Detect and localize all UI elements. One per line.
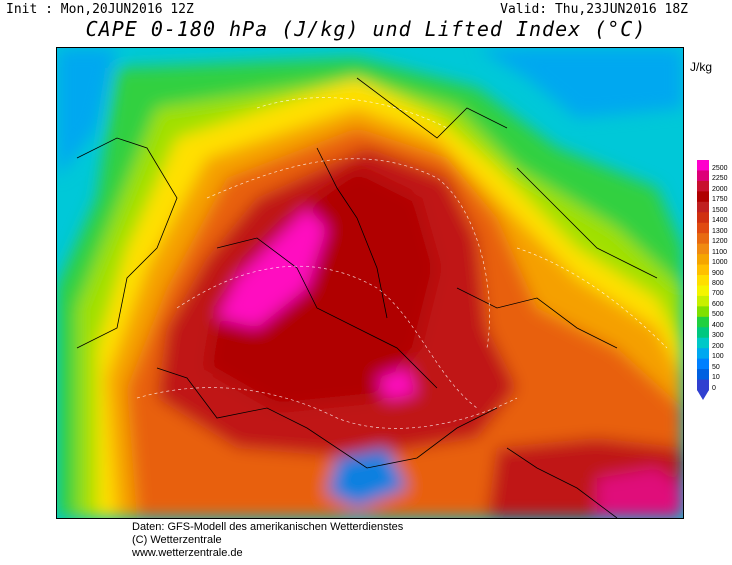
legend-swatch	[697, 222, 709, 234]
legend-label: 800	[712, 279, 724, 287]
legend-label: 1000	[712, 259, 728, 267]
legend-unit: J/kg	[690, 60, 713, 74]
website-link[interactable]: www.wetterzentrale.de	[132, 547, 243, 559]
legend-label: 1200	[712, 238, 728, 246]
legend-label: 1400	[712, 217, 728, 225]
legend-labels: 2500 2250 2000 1750 1500 1400 1300 1200 1100 1000…	[712, 164, 728, 394]
legend-label: 1300	[712, 227, 728, 235]
valid-time-label: Valid: Thu,23JUN2016 18Z	[500, 2, 688, 17]
legend-label: 1100	[712, 248, 728, 256]
legend-label: 400	[712, 321, 724, 329]
copyright-text: (C) Wetterzentrale	[132, 534, 222, 546]
legend-swatch	[697, 337, 709, 349]
legend-swatch	[697, 180, 709, 192]
legend-swatch	[697, 348, 709, 360]
legend-swatch	[697, 285, 709, 297]
legend-swatch	[697, 295, 709, 307]
legend-arrow	[697, 390, 709, 400]
legend-swatch	[697, 191, 709, 203]
legend-label: 1500	[712, 206, 728, 214]
legend-swatch	[697, 160, 709, 171]
legend-label: 700	[712, 290, 724, 298]
legend-swatch	[697, 316, 709, 328]
init-time-label: Init : Mon,20JUN2016 12Z	[6, 2, 194, 17]
legend-label: 2250	[712, 175, 728, 183]
legend-swatch	[697, 243, 709, 255]
data-source-text: Daten: GFS-Modell des amerikanischen Wet…	[132, 521, 404, 533]
legend-label: 200	[712, 342, 724, 350]
credits-block: Daten: GFS-Modell des amerikanischen Wet…	[132, 521, 403, 560]
legend-label: 10	[712, 374, 720, 382]
legend-swatch	[697, 233, 709, 245]
legend-swatch	[697, 358, 709, 370]
coastlines	[76, 77, 658, 518]
legend-swatch	[697, 212, 709, 224]
legend-label: 900	[712, 269, 724, 277]
legend-swatch	[697, 369, 709, 381]
legend-label: 100	[712, 353, 724, 361]
lifted-index-isolines	[136, 97, 668, 429]
cape-map	[56, 47, 684, 519]
map-title: CAPE 0-180 hPa (J/kg) und Lifted Index (…	[85, 17, 647, 41]
legend-swatch	[697, 201, 709, 213]
legend-label: 1750	[712, 196, 728, 204]
legend-swatch	[697, 327, 709, 339]
legend-swatch	[697, 379, 709, 391]
legend-swatch	[697, 275, 709, 286]
legend-label: 2000	[712, 185, 728, 193]
cape-field	[57, 48, 683, 518]
color-legend-bar	[697, 160, 709, 400]
legend-label: 600	[712, 300, 724, 308]
legend-label: 50	[712, 363, 720, 371]
cape-contours	[57, 48, 683, 518]
legend-swatch	[697, 170, 709, 182]
legend-label: 2500	[712, 165, 728, 172]
legend-swatch	[697, 264, 709, 276]
legend-swatch	[697, 254, 709, 266]
legend-label: 500	[712, 311, 724, 319]
legend-label: 300	[712, 332, 724, 340]
legend-label: 0	[712, 384, 716, 392]
legend-swatch	[697, 306, 709, 318]
